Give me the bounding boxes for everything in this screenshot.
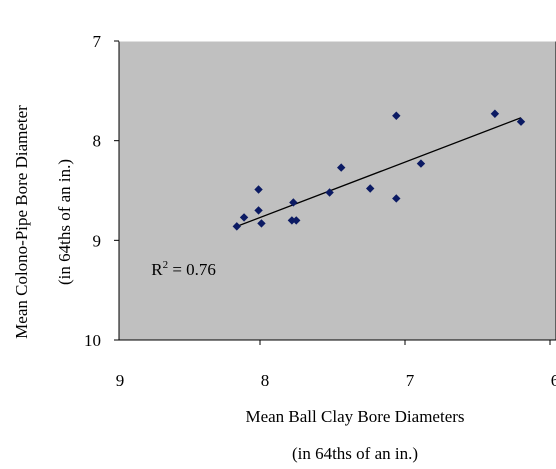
r-squared-value: = 0.76	[168, 260, 216, 279]
r-squared-label: R	[151, 260, 163, 279]
data-point	[287, 216, 297, 225]
y-tick-label: 10	[84, 331, 101, 350]
data-point	[257, 219, 266, 228]
y-tick-label: 8	[93, 132, 102, 151]
data-point	[337, 163, 346, 172]
x-tick-label: 9	[116, 371, 125, 390]
trend-line	[236, 117, 522, 227]
data-point	[366, 184, 375, 193]
r-squared-annotation: R2 = 0.76	[151, 259, 216, 279]
x-tick-label: 8	[261, 371, 270, 390]
data-point	[516, 117, 526, 126]
x-tick-label: 6	[551, 371, 556, 390]
x-axis-title-line-2: (in 64ths of an in.)	[292, 444, 418, 463]
data-point	[289, 198, 298, 207]
data-point	[254, 206, 263, 215]
y-axis-ticks: 7 8 9 10	[84, 32, 119, 350]
y-tick-label: 9	[93, 231, 102, 250]
data-point	[239, 213, 249, 222]
x-axis-title-line-1: Mean Ball Clay Bore Diameters	[245, 407, 464, 426]
data-point	[416, 159, 426, 168]
y-axis-title: Mean Colono-Pipe Bore Diameter (in 64ths…	[12, 105, 74, 339]
plot-area	[118, 40, 556, 341]
y-axis-title-line-2: (in 64ths of an in.)	[55, 159, 74, 285]
data-point	[392, 194, 401, 203]
x-tick-label: 7	[406, 371, 415, 390]
r-squared-superscript: 2	[163, 259, 169, 271]
y-tick-label: 7	[93, 32, 102, 51]
data-point	[254, 185, 263, 194]
data-point	[325, 188, 334, 197]
data-point	[292, 216, 301, 225]
data-point	[392, 111, 401, 120]
x-axis-ticks: 9 8 7 6	[116, 340, 556, 390]
data-point	[490, 109, 500, 118]
y-axis-title-line-1: Mean Colono-Pipe Bore Diameter	[12, 105, 31, 339]
data-points	[232, 109, 526, 231]
data-point	[232, 222, 241, 231]
